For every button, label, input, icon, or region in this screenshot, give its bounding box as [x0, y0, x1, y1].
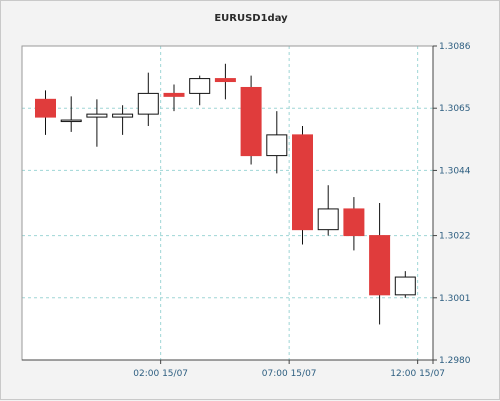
candle-body-up: [112, 113, 134, 118]
x-tick-label: 02:00 15/07: [133, 369, 188, 379]
candle: [317, 185, 339, 236]
candle-body-down: [369, 235, 391, 296]
candle-body-down: [292, 134, 313, 231]
candle-body-down: [35, 98, 56, 118]
candle: [163, 84, 185, 112]
candle-body-up: [86, 113, 108, 118]
axes: [21, 45, 434, 364]
x-tick-label: 07:00 15/07: [262, 369, 317, 379]
x-axis-ticks: 02:00 15/07 07:00 15/07 12:00 15/07: [133, 360, 445, 379]
candle: [266, 111, 288, 174]
candle: [394, 271, 416, 298]
candle-body-up: [317, 208, 339, 231]
candle: [35, 90, 56, 135]
candle: [343, 197, 365, 251]
y-axis-ticks: 1.3086 1.3065 1.3044 1.3022 1.3001 1.2980: [433, 42, 471, 366]
candle: [214, 63, 236, 100]
x-tick-label: 12:00 15/07: [390, 369, 445, 379]
y-tick-label: 1.3065: [439, 104, 471, 114]
y-tick-label: 1.2980: [439, 356, 471, 366]
candle-body-up: [189, 78, 211, 94]
candle-body-up: [266, 134, 288, 157]
candle: [60, 96, 82, 132]
plot-area: [22, 46, 433, 360]
candle: [369, 203, 391, 325]
candle-body-down: [163, 92, 185, 97]
y-tick-label: 1.3022: [439, 232, 471, 242]
chart-title: EURUSD1day: [214, 13, 288, 24]
candle: [189, 75, 211, 106]
candle-body-up: [394, 276, 416, 296]
candle: [292, 125, 313, 245]
candle-body-down: [240, 86, 262, 157]
y-tick-label: 1.3086: [439, 42, 471, 52]
candle: [112, 105, 134, 135]
candle: [137, 72, 159, 126]
candle: [240, 75, 262, 165]
candle-body-down: [343, 208, 365, 237]
candles: [35, 63, 416, 325]
candle-body-up: [60, 119, 82, 123]
candle: [86, 99, 108, 147]
y-tick-label: 1.3001: [439, 294, 471, 304]
candle-body-down: [214, 78, 236, 83]
candle-body-up: [137, 92, 159, 115]
y-tick-label: 1.3044: [439, 166, 471, 176]
